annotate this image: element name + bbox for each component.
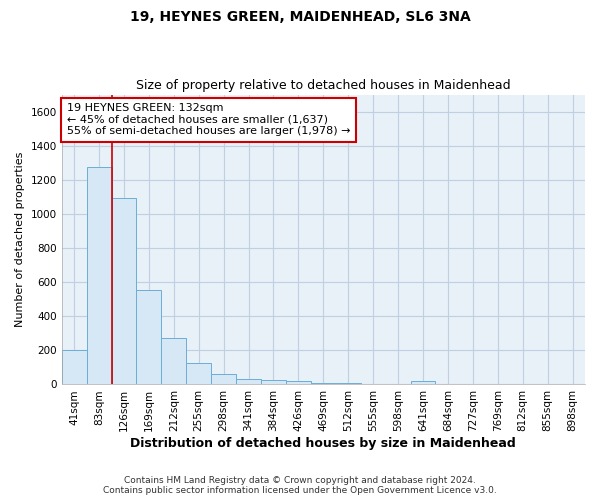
Y-axis label: Number of detached properties: Number of detached properties: [15, 152, 25, 327]
Bar: [136, 290, 161, 384]
X-axis label: Distribution of detached houses by size in Maidenhead: Distribution of detached houses by size …: [130, 437, 516, 450]
Bar: [112, 198, 136, 384]
Text: Contains HM Land Registry data © Crown copyright and database right 2024.
Contai: Contains HM Land Registry data © Crown c…: [103, 476, 497, 495]
Bar: [161, 338, 186, 384]
Text: 19 HEYNES GREEN: 132sqm
← 45% of detached houses are smaller (1,637)
55% of semi: 19 HEYNES GREEN: 132sqm ← 45% of detache…: [67, 104, 350, 136]
Bar: [186, 363, 211, 384]
Bar: [236, 380, 261, 384]
Bar: [286, 381, 311, 384]
Bar: [311, 383, 336, 384]
Bar: [336, 383, 361, 384]
Bar: [62, 350, 86, 384]
Text: 19, HEYNES GREEN, MAIDENHEAD, SL6 3NA: 19, HEYNES GREEN, MAIDENHEAD, SL6 3NA: [130, 10, 470, 24]
Bar: [86, 167, 112, 384]
Bar: [410, 381, 436, 384]
Bar: [261, 380, 286, 384]
Bar: [211, 374, 236, 384]
Title: Size of property relative to detached houses in Maidenhead: Size of property relative to detached ho…: [136, 79, 511, 92]
